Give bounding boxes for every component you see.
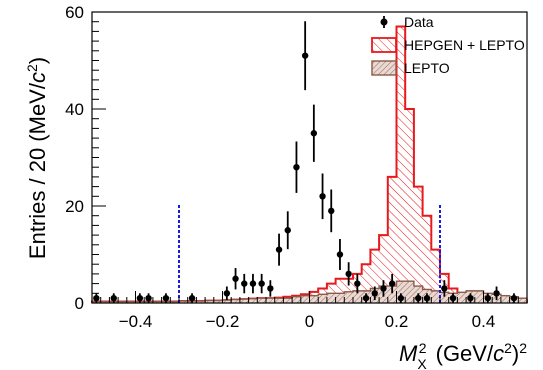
x-tick-label: −0.4 [119,312,153,331]
data-point [423,294,431,302]
data-point [267,285,274,292]
legend-data-marker [380,18,388,26]
series-hepgen-lepto-outline [91,25,528,303]
plot-frame [91,11,528,304]
y-tick-label: 0 [75,294,84,313]
series-lepto-outline [91,280,528,303]
y-tick-label: 20 [65,197,84,216]
data-point [223,290,231,297]
series-data [93,21,518,303]
data-point [241,280,248,287]
series-hepgen-lepto-fill [92,26,527,304]
data-point [441,285,448,292]
data-point [484,294,492,302]
data-point [388,280,396,287]
data-point [284,227,291,234]
x-tick-label: 0.2 [385,312,409,331]
data-point [301,52,309,59]
x-axis-label: MX2 (GeV/c2)2 [399,340,527,370]
data-point [371,290,378,297]
axes: 0 20 40 60 −0.4 −0.2 0 0.2 0.4 [65,3,528,331]
x-tick-label: 0 [305,312,314,331]
data-point [328,207,335,215]
data-point [336,251,344,258]
data-point [449,294,457,302]
data-point [397,294,405,302]
data-point [293,164,300,171]
data-point [188,294,196,302]
data-point [145,294,152,302]
data-point [275,246,283,253]
data-point [415,294,422,302]
data-point [493,290,500,297]
data-point [258,280,265,287]
data-point [510,294,518,302]
data-point [93,294,100,302]
legend-lepto-swatch [371,60,397,76]
data-point [345,270,352,278]
y-tick-label: 60 [65,3,84,22]
data-point [354,280,361,287]
x-tick-label: −0.2 [206,312,240,331]
plot-area [91,21,528,304]
data-point [110,294,117,302]
legend-label: Data [404,14,434,30]
data-point [162,294,170,302]
data-point [310,130,318,137]
data-point [467,294,474,302]
legend-label: HEPGEN + LEPTO [404,37,525,53]
data-point [249,280,257,287]
data-point [136,294,144,302]
data-point [319,193,326,200]
x-tick-label: 0.4 [472,312,496,331]
legend-hepgen-lepto-swatch [371,37,397,53]
legend-label: LEPTO [404,60,450,76]
data-point [380,285,387,292]
legend: Data HEPGEN + LEPTO LEPTO [371,14,525,76]
data-point [232,275,239,282]
y-axis-label: Entries / 20 (MeV/c2) [24,57,50,259]
data-point [362,294,370,302]
y-tick-label: 40 [65,100,84,119]
